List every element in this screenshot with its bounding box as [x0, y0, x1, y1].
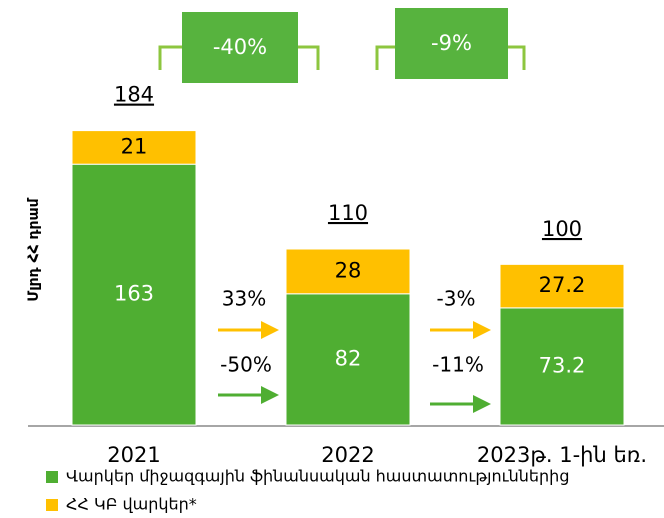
bracket: [158, 45, 320, 70]
data-label: 27.2: [539, 273, 586, 297]
x-tick-label: 2021: [107, 443, 160, 467]
data-label: 163: [114, 282, 154, 306]
bar-segment: [499, 263, 625, 309]
bar-segment: [71, 163, 197, 426]
x-tick-label: 2023թ. 1-ին եռ.: [477, 443, 647, 467]
total-label: 100: [542, 217, 582, 241]
legend-swatch: [46, 499, 58, 511]
total-label: 110: [328, 201, 368, 225]
data-label: 73.2: [539, 353, 586, 377]
bar-segment: [499, 307, 625, 426]
x-tick-label: 2022: [321, 443, 374, 467]
change-label: 33%: [222, 287, 266, 311]
change-label: -3%: [437, 287, 476, 311]
data-label: 28: [335, 258, 362, 282]
change-label: -50%: [220, 353, 272, 377]
change-label: -40%: [213, 35, 267, 59]
legend-label: ՀՀ ԿԲ վարկեր*: [66, 495, 197, 514]
legend-label: Վարկեր միջազգային ֆինանսական հաստատությո…: [66, 467, 569, 486]
change-label: -9%: [431, 31, 472, 55]
y-axis-label: Մլրդ ՀՀ դրամ: [26, 197, 42, 301]
data-label: 21: [121, 134, 148, 158]
data-label: 82: [335, 346, 362, 370]
change-box: [395, 8, 508, 79]
bar-segment: [285, 293, 411, 426]
change-box: [182, 12, 298, 83]
bar-segment: [285, 248, 411, 295]
total-label: 184: [114, 83, 154, 107]
bar-segment: [71, 130, 197, 165]
legend-swatch: [46, 471, 58, 483]
change-label: -11%: [432, 353, 484, 377]
bracket: [375, 45, 526, 70]
